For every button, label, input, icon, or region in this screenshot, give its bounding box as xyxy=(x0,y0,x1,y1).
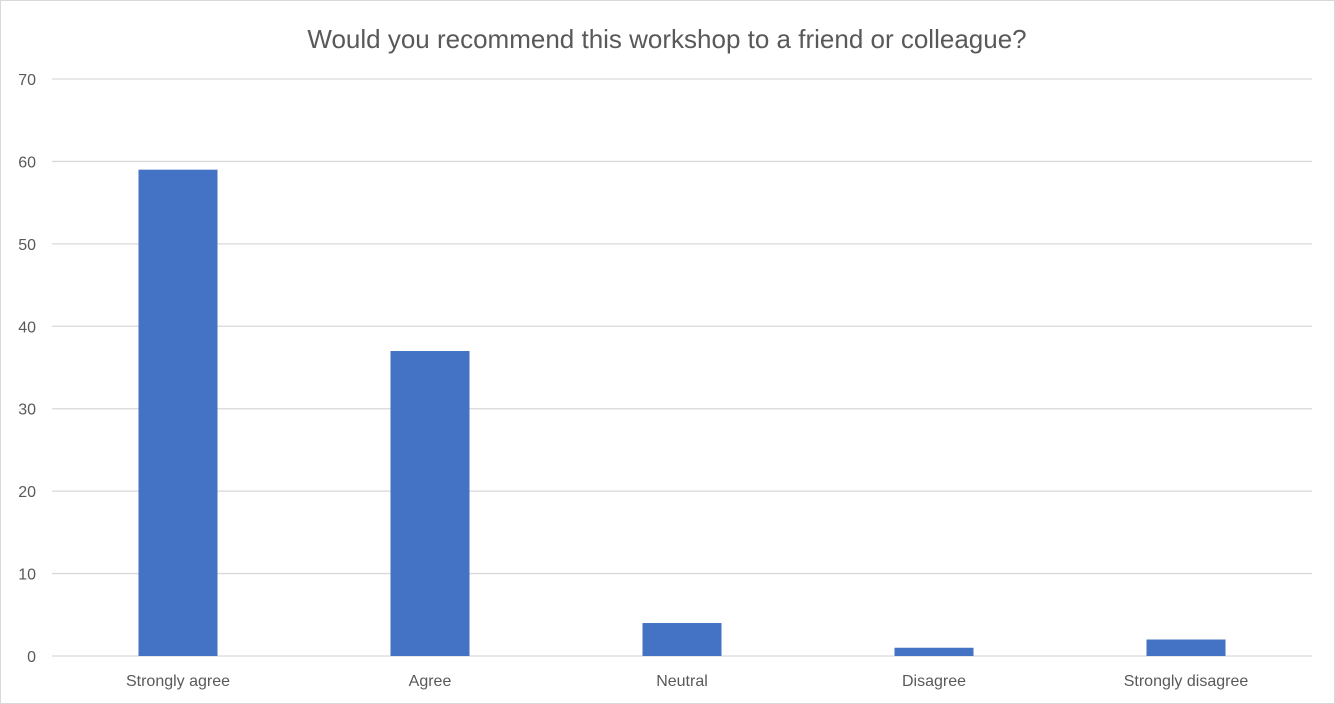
bar-agree xyxy=(390,351,470,656)
x-tick-label: Neutral xyxy=(656,673,708,690)
y-tick-label: 60 xyxy=(18,154,36,171)
bar-disagree xyxy=(894,647,974,656)
x-tick-label: Strongly agree xyxy=(126,673,230,690)
chart-title: Would you recommend this workshop to a f… xyxy=(307,24,1026,54)
y-tick-label: 30 xyxy=(18,402,36,419)
bar-neutral xyxy=(642,623,722,656)
gridlines xyxy=(52,78,1312,657)
y-tick-label: 70 xyxy=(18,72,36,89)
y-tick-label: 50 xyxy=(18,237,36,254)
x-axis-ticks: Strongly agree Agree Neutral Disagree Strong… xyxy=(126,673,1248,690)
x-tick-label: Disagree xyxy=(902,673,966,690)
y-tick-label: 10 xyxy=(18,567,36,584)
y-axis-ticks: 0 10 20 30 40 50 60 70 xyxy=(18,72,36,666)
x-tick-label: Agree xyxy=(409,673,452,690)
y-tick-label: 40 xyxy=(18,319,36,336)
y-tick-label: 20 xyxy=(18,484,36,501)
x-tick-label: Strongly disagree xyxy=(1124,673,1249,690)
bars xyxy=(138,169,1226,656)
bar-strongly-disagree xyxy=(1146,639,1226,656)
bar-strongly-agree xyxy=(138,169,218,656)
y-tick-label: 0 xyxy=(27,649,36,666)
